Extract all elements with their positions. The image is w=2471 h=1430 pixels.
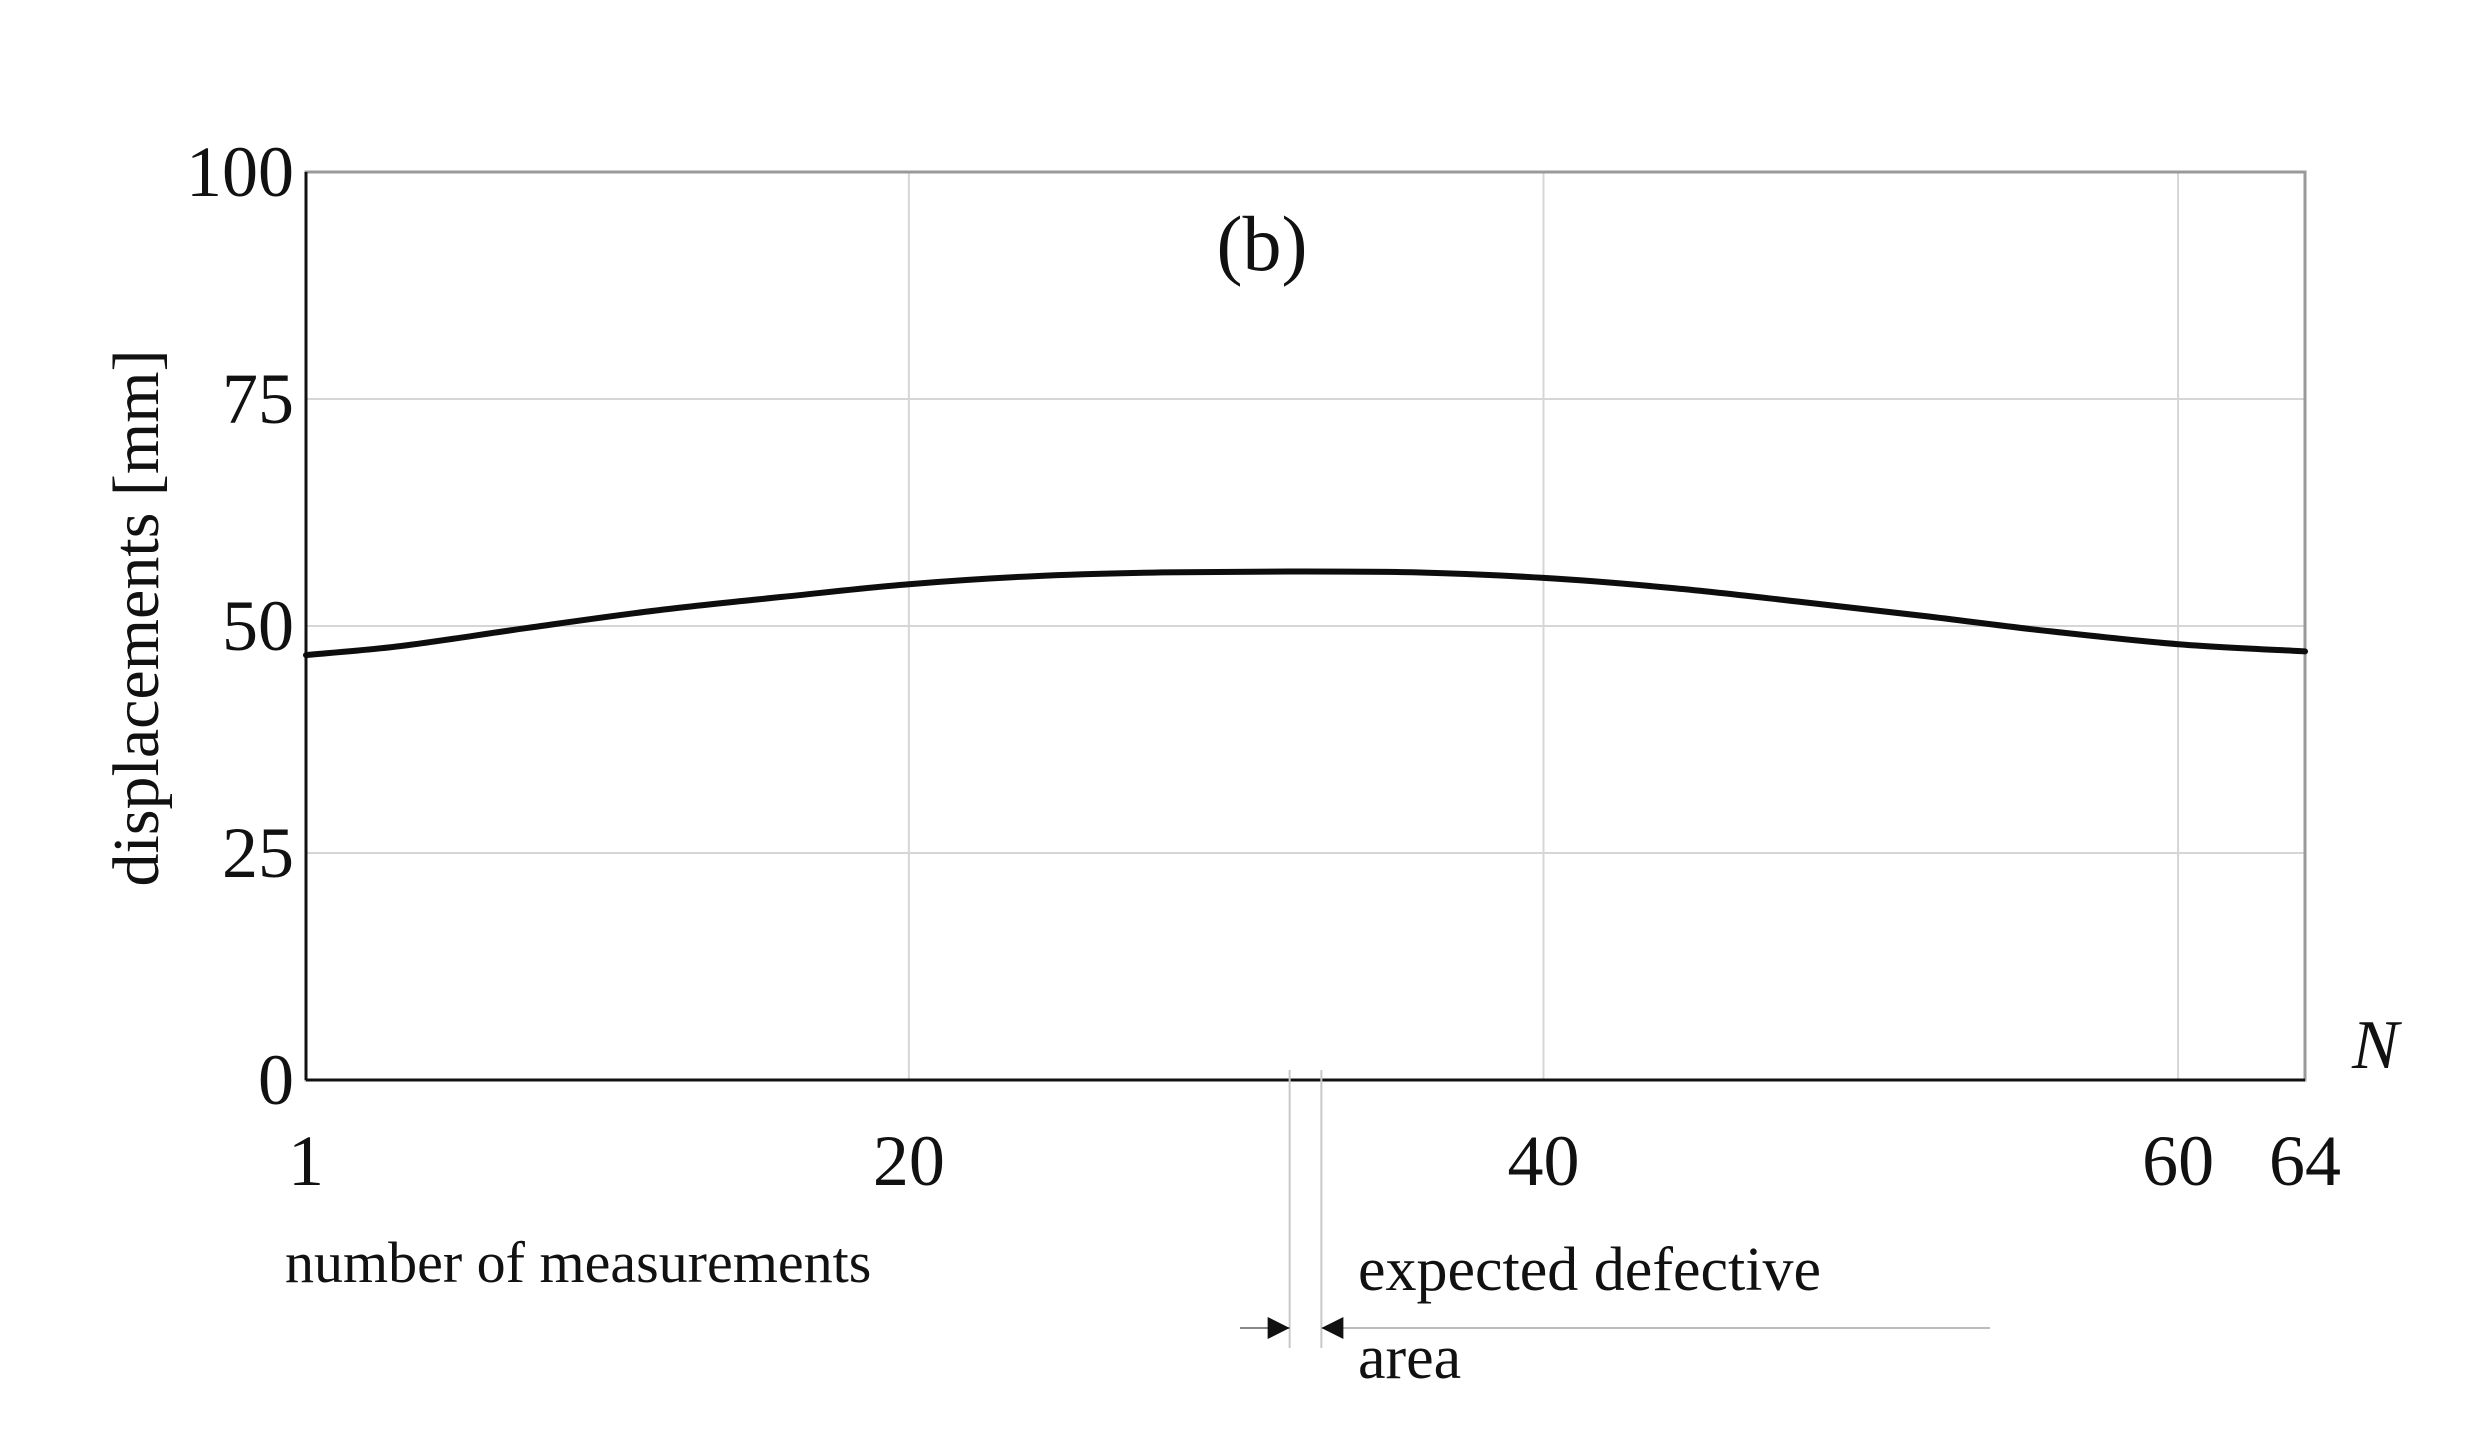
annotation: [1240, 1070, 1990, 1348]
x-tick-label: 60: [2142, 1121, 2214, 1201]
x-axis-title: number of measurements: [285, 1230, 871, 1295]
series-line: [303, 568, 2308, 659]
y-tick-label: 75: [222, 359, 294, 439]
defect-arrow-left: [1321, 1317, 1344, 1339]
x-tick-label: 40: [1507, 1121, 1579, 1201]
y-tick-label: 100: [186, 132, 294, 212]
panel-label: (b): [1217, 200, 1308, 287]
x-tick-label: 64: [2269, 1121, 2341, 1201]
tick-labels: 1 20 40 60 64 0 25 50 75 100: [186, 132, 2341, 1201]
defect-arrow-right: [1267, 1317, 1290, 1339]
series-layer: [303, 568, 2308, 659]
annotation-text-line1: expected defective: [1358, 1236, 1821, 1304]
y-tick-label: 0: [258, 1040, 294, 1120]
axes: [304, 170, 2307, 1082]
y-axis-title: displacements [mm]: [100, 349, 173, 886]
gridlines: [306, 172, 2305, 1080]
x-tick-label: 20: [873, 1121, 945, 1201]
x-tick-label: 1: [288, 1121, 324, 1201]
x-axis-symbol: N: [2351, 1007, 2402, 1084]
y-tick-label: 50: [222, 586, 294, 666]
annotation-text-line2: area: [1358, 1324, 1461, 1392]
y-tick-label: 25: [222, 813, 294, 893]
